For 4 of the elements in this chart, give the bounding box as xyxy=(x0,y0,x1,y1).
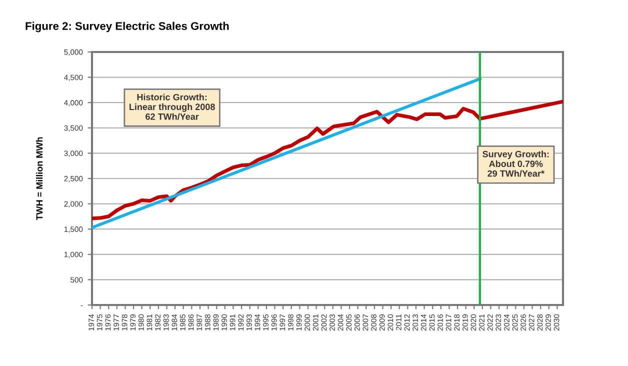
chart-title: Figure 2: Survey Electric Sales Growth xyxy=(26,22,229,32)
annotation: Survey Growth: About 0.79% 29 TWh/Year* xyxy=(482,150,549,177)
y-axis-title: TWH = Million MWh xyxy=(36,137,43,220)
annotation: Historic Growth: Linear through 2008 62 TWh/Year xyxy=(130,94,215,120)
